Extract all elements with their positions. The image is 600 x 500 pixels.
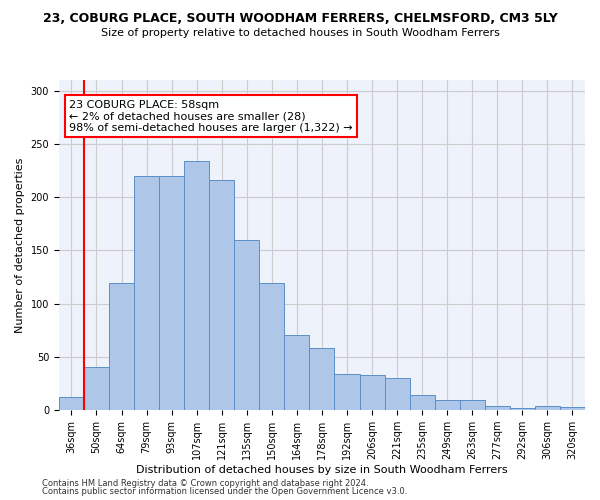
Bar bbox=[134, 176, 159, 410]
Text: 23 COBURG PLACE: 58sqm
← 2% of detached houses are smaller (28)
98% of semi-deta: 23 COBURG PLACE: 58sqm ← 2% of detached … bbox=[70, 100, 353, 133]
Bar bbox=[434, 400, 460, 410]
Text: Contains public sector information licensed under the Open Government Licence v3: Contains public sector information licen… bbox=[42, 487, 407, 496]
Bar bbox=[184, 161, 209, 410]
Bar bbox=[159, 176, 184, 410]
Bar bbox=[234, 240, 259, 410]
Bar bbox=[334, 374, 359, 410]
Bar bbox=[109, 284, 134, 410]
Bar bbox=[510, 408, 535, 410]
Bar bbox=[259, 284, 284, 410]
Bar bbox=[310, 348, 334, 410]
Text: 23, COBURG PLACE, SOUTH WOODHAM FERRERS, CHELMSFORD, CM3 5LY: 23, COBURG PLACE, SOUTH WOODHAM FERRERS,… bbox=[43, 12, 557, 26]
Y-axis label: Number of detached properties: Number of detached properties bbox=[15, 158, 25, 333]
Bar bbox=[560, 407, 585, 410]
Bar bbox=[485, 406, 510, 410]
Bar bbox=[209, 180, 234, 410]
Bar bbox=[460, 400, 485, 410]
Bar bbox=[284, 334, 310, 410]
Bar bbox=[84, 366, 109, 410]
Text: Size of property relative to detached houses in South Woodham Ferrers: Size of property relative to detached ho… bbox=[101, 28, 499, 38]
Bar bbox=[59, 398, 84, 410]
Bar bbox=[385, 378, 410, 410]
Bar bbox=[359, 375, 385, 410]
Bar bbox=[535, 406, 560, 410]
Bar bbox=[410, 396, 434, 410]
Text: Contains HM Land Registry data © Crown copyright and database right 2024.: Contains HM Land Registry data © Crown c… bbox=[42, 478, 368, 488]
X-axis label: Distribution of detached houses by size in South Woodham Ferrers: Distribution of detached houses by size … bbox=[136, 465, 508, 475]
